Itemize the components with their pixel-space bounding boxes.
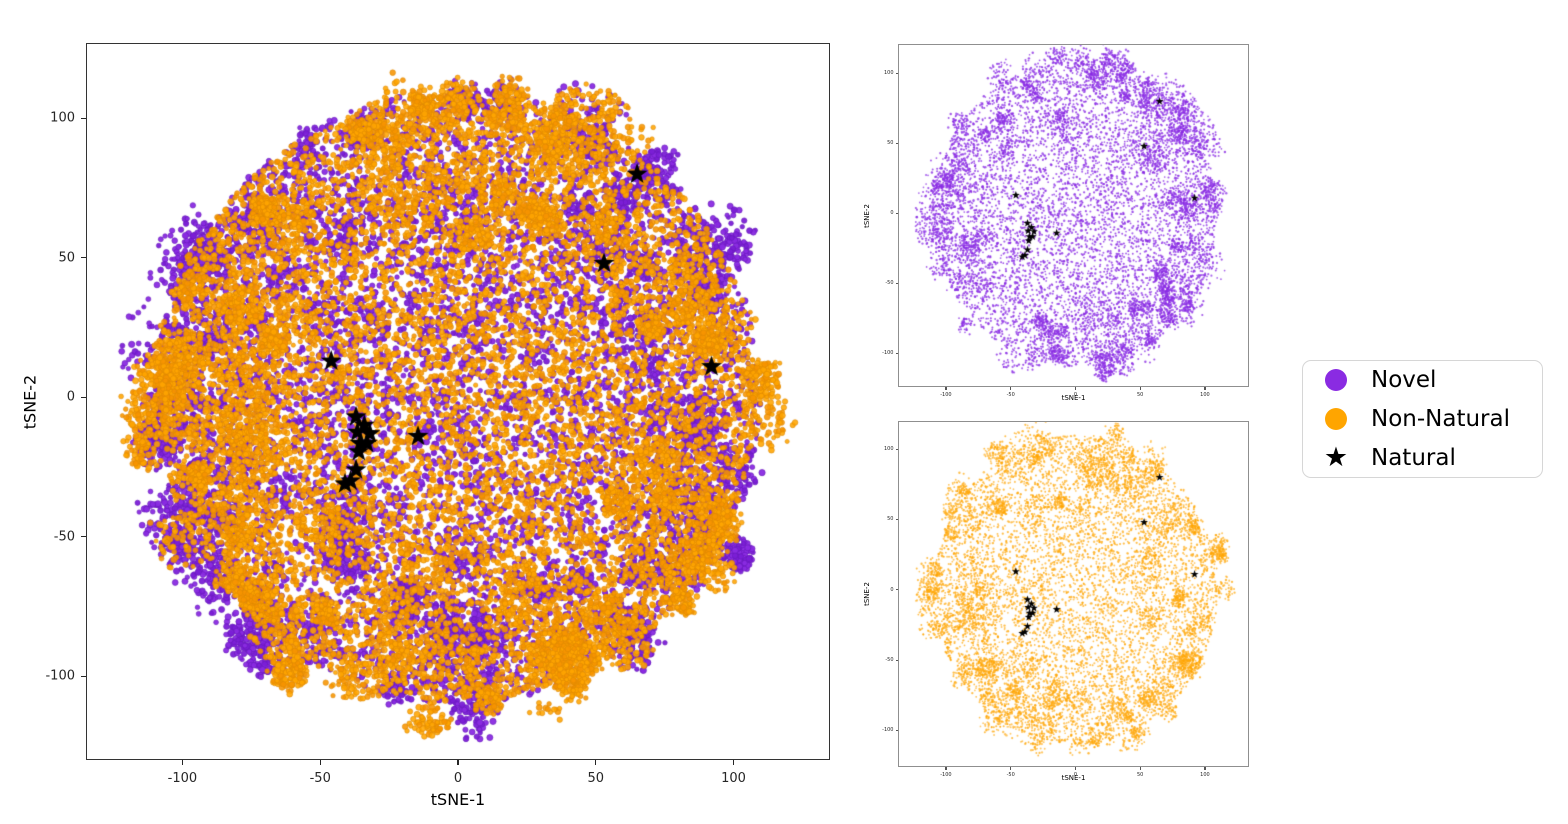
x-tick-label: -50 bbox=[309, 771, 331, 786]
y-tick-label: 0 bbox=[66, 389, 75, 405]
legend-item-natural: ★ Natural bbox=[1303, 442, 1542, 474]
x-tick-label: 100 bbox=[1200, 391, 1210, 398]
nonnatural-scatter-canvas bbox=[898, 421, 1249, 767]
x-tick bbox=[1074, 767, 1077, 770]
x-tick bbox=[1204, 767, 1206, 770]
main-x-axis-label: tSNE-1 bbox=[430, 790, 486, 809]
y-tick bbox=[81, 536, 86, 538]
y-tick bbox=[895, 72, 898, 74]
y-tick-label: -100 bbox=[45, 668, 75, 684]
x-tick-label: 0 bbox=[1073, 391, 1078, 398]
x-tick-label: 50 bbox=[1137, 391, 1144, 398]
y-tick bbox=[895, 352, 898, 354]
y-tick bbox=[81, 257, 86, 259]
y-tick-label: 50 bbox=[887, 140, 894, 147]
y-tick-label: 100 bbox=[883, 446, 894, 453]
x-tick-label: -100 bbox=[940, 771, 952, 778]
x-tick-label: 100 bbox=[721, 771, 746, 786]
non-natural-circle-icon bbox=[1325, 407, 1347, 430]
natural-star-icon: ★ bbox=[1323, 442, 1349, 474]
y-tick-label: -50 bbox=[53, 529, 75, 545]
x-tick-label: -50 bbox=[1006, 771, 1015, 778]
y-tick-label: 100 bbox=[883, 70, 894, 77]
y-tick-label: 0 bbox=[890, 210, 894, 217]
x-tick bbox=[945, 767, 947, 770]
x-tick bbox=[1074, 387, 1077, 390]
x-tick bbox=[1010, 387, 1012, 390]
y-tick bbox=[895, 518, 898, 521]
novel-x-axis-label: tSNE-1 bbox=[1061, 394, 1086, 402]
x-tick-label: 0 bbox=[453, 771, 463, 786]
x-tick bbox=[732, 760, 735, 765]
x-tick bbox=[1204, 387, 1206, 390]
main-scatter-canvas bbox=[86, 43, 830, 760]
legend-label-novel: Novel bbox=[1371, 367, 1437, 394]
y-tick-label: -50 bbox=[885, 280, 894, 287]
y-tick-label: 50 bbox=[887, 516, 894, 523]
y-tick-label: -100 bbox=[882, 727, 894, 734]
y-tick bbox=[895, 448, 898, 450]
x-tick bbox=[595, 760, 597, 765]
y-tick bbox=[81, 675, 86, 677]
y-tick bbox=[895, 282, 898, 284]
x-tick bbox=[1139, 767, 1141, 770]
legend-box: Novel Non-Natural ★ Natural bbox=[1302, 360, 1543, 478]
novel-circle-icon bbox=[1325, 369, 1347, 392]
x-tick bbox=[457, 760, 459, 765]
x-tick-label: -100 bbox=[940, 391, 952, 398]
x-tick bbox=[1139, 387, 1141, 390]
legend-item-non-natural: Non-Natural bbox=[1303, 406, 1542, 432]
novel-y-axis-label: tSNE-2 bbox=[863, 203, 871, 228]
x-tick-label: 50 bbox=[587, 771, 605, 786]
main-plot: tSNE-1 tSNE-2 -100 -50 0 50 100 -100 -50 0 50 100 bbox=[21, 43, 830, 809]
y-tick-label: 100 bbox=[50, 110, 75, 126]
x-tick bbox=[945, 387, 947, 390]
x-tick-label: 100 bbox=[1200, 771, 1210, 778]
novel-scatter-canvas bbox=[898, 44, 1249, 387]
x-tick-label: -50 bbox=[1006, 391, 1015, 398]
y-tick bbox=[895, 142, 898, 144]
main-y-axis-label: tSNE-2 bbox=[20, 374, 40, 429]
legend-label-natural: Natural bbox=[1371, 444, 1456, 471]
novel-subplot: tSNE-1 tSNE-2 -100 -50 0 50 100 -100 -50 0 50 100 bbox=[863, 44, 1249, 402]
nonnatural-x-axis-label: tSNE-1 bbox=[1061, 774, 1086, 782]
x-tick-label: 50 bbox=[1137, 771, 1144, 778]
y-tick bbox=[81, 396, 86, 398]
y-tick bbox=[895, 659, 898, 661]
legend-label-non-natural: Non-Natural bbox=[1371, 405, 1510, 432]
y-tick bbox=[895, 589, 898, 591]
nonnatural-subplot: tSNE-1 tSNE-2 -100 -50 0 50 100 -100 -50 0 50 100 bbox=[863, 421, 1249, 782]
y-tick bbox=[895, 729, 898, 732]
y-tick bbox=[81, 117, 86, 119]
y-tick bbox=[895, 212, 898, 214]
x-tick-label: -100 bbox=[167, 771, 198, 786]
y-tick-label: 0 bbox=[890, 586, 894, 593]
y-tick-label: 50 bbox=[58, 250, 75, 266]
x-tick bbox=[1010, 767, 1012, 770]
y-tick-label: -100 bbox=[882, 350, 894, 357]
y-tick-label: -50 bbox=[885, 657, 894, 664]
legend-item-novel: Novel bbox=[1303, 367, 1542, 393]
x-tick bbox=[181, 760, 184, 765]
x-tick bbox=[319, 760, 321, 765]
nonnatural-y-axis-label: tSNE-2 bbox=[863, 582, 871, 606]
x-tick-label: 0 bbox=[1073, 771, 1078, 778]
